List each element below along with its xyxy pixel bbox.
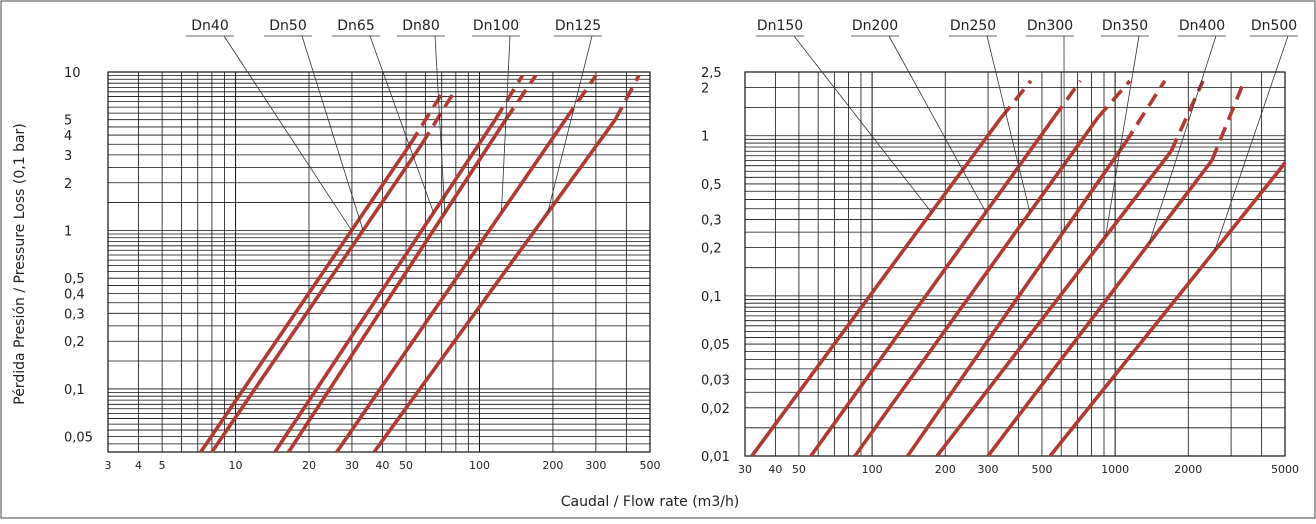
series-line-dn500: [1050, 171, 1278, 456]
y-tick-label: 0,02: [701, 402, 730, 417]
x-tick-label: 50: [399, 459, 413, 472]
leader-line: [1215, 36, 1288, 251]
series-line-dn125: [374, 120, 615, 452]
x-tick-label: 500: [640, 459, 661, 472]
series-line-dn350: [937, 151, 1171, 456]
leader-line: [548, 36, 592, 213]
series-label-dn65: Dn65: [337, 18, 374, 34]
series-dash-dn500: [1278, 163, 1285, 172]
x-tick-label: 30: [345, 459, 359, 472]
series-dash-dn300: [1125, 81, 1165, 143]
series-label-dn100: Dn100: [473, 18, 519, 34]
x-axis-label: Caudal / Flow rate (m3/h): [561, 494, 740, 510]
series-dash-dn400: [1212, 81, 1244, 161]
y-tick-label: 0,2: [64, 335, 85, 350]
x-tick-label: 5: [159, 459, 166, 472]
series-label-dn300: Dn300: [1027, 18, 1073, 34]
y-tick-label: 0,3: [64, 307, 85, 322]
series-label-dn125: Dn125: [555, 18, 601, 34]
x-tick-label: 2000: [1174, 463, 1202, 476]
y-axis-label: Pérdida Presión / Pressure Loss (0,1 bar…: [12, 123, 28, 405]
leader-line: [987, 36, 1030, 212]
series-label-dn250: Dn250: [950, 18, 996, 34]
y-tick-label: 0,05: [701, 338, 730, 353]
x-tick-label: 200: [935, 463, 956, 476]
series-label-dn200: Dn200: [852, 18, 898, 34]
y-tick-label: 0,5: [64, 272, 85, 287]
series-line-dn400: [988, 161, 1212, 456]
x-tick-label: 4: [135, 459, 142, 472]
y-tick-label: 0,05: [64, 431, 93, 446]
x-tick-label: 40: [375, 459, 389, 472]
series-label-dn80: Dn80: [402, 18, 439, 34]
y-tick-label: 0,2: [701, 242, 722, 257]
series-label-dn50: Dn50: [269, 18, 306, 34]
series-line-dn100: [337, 120, 566, 452]
y-tick-label: 5: [64, 114, 72, 129]
x-tick-label: 20: [302, 459, 316, 472]
right-panel: 2,52 1 0,5 0,3 0,2 0,1 0,05 0,03 0,02 0,01 30 40 50 1…: [701, 18, 1299, 476]
series-line-dn80: [289, 120, 506, 452]
x-tick-label: 5000: [1271, 463, 1299, 476]
y-tick-label: 2: [701, 82, 709, 97]
y-tick-label: 10: [64, 66, 81, 81]
x-tick-label: 3: [105, 459, 112, 472]
x-tick-label: 30: [738, 463, 752, 476]
series-dash-dn250: [1098, 81, 1130, 118]
series-label-dn150: Dn150: [757, 18, 803, 34]
x-tick-label: 1000: [1101, 463, 1129, 476]
x-tick-label: 200: [542, 459, 563, 472]
x-tick-label: 40: [768, 463, 782, 476]
y-tick-label: 0,1: [64, 383, 85, 398]
y-tick-label: 0,3: [701, 213, 722, 228]
leader-line: [435, 36, 445, 213]
leader-line: [1106, 36, 1139, 237]
series-line-dn150: [752, 117, 1001, 456]
y-tick-label: 2: [64, 177, 72, 192]
x-tick-label: 100: [862, 463, 883, 476]
series-line-dn65: [275, 120, 495, 452]
leader-line: [794, 36, 931, 212]
series-label-dn500: Dn500: [1251, 18, 1297, 34]
y-tick-label: 4: [64, 129, 72, 144]
series-label-dn350: Dn350: [1102, 18, 1148, 34]
leader-line: [889, 36, 986, 212]
x-tick-label: 10: [229, 459, 243, 472]
y-tick-label: 0,1: [701, 290, 722, 305]
y-tick-label: 1: [701, 130, 709, 145]
series-group: [201, 76, 639, 452]
y-tick-label: 3: [64, 149, 72, 164]
y-tick-label: 0,01: [701, 450, 730, 465]
x-tick-label: 300: [585, 459, 606, 472]
y-tick-label: 2,5: [701, 66, 722, 81]
x-tick-label: 300: [978, 463, 999, 476]
series-dash-dn200: [1054, 81, 1081, 118]
series-line-dn200: [811, 117, 1054, 456]
x-tick-label: 500: [1031, 463, 1052, 476]
series-label-dn40: Dn40: [191, 18, 228, 34]
y-tick-label: 1: [64, 224, 72, 239]
series-label-dn400: Dn400: [1179, 18, 1225, 34]
y-tick-label: 0,4: [64, 288, 85, 303]
x-tick-label: 50: [792, 463, 806, 476]
y-tick-label: 0,03: [701, 374, 730, 389]
y-tick-label: 0,5: [701, 178, 722, 193]
x-tick-label: 100: [469, 459, 490, 472]
